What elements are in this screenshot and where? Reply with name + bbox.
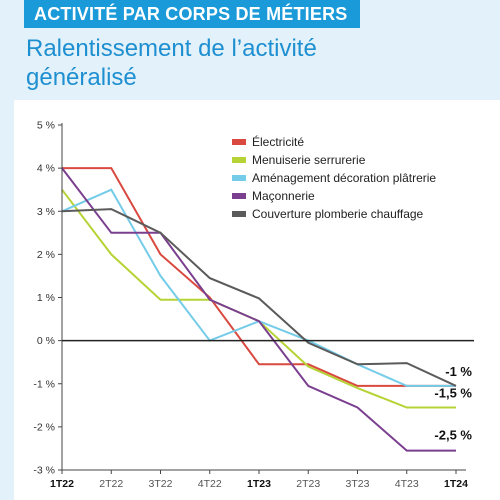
legend-swatch [232, 175, 246, 181]
annotation-label: -2,5 % [434, 427, 472, 442]
y-tick-label: 2 % [37, 249, 55, 261]
y-tick-label: -3 % [33, 465, 55, 477]
page-title: Ralentissement de l’activité généralisé [26, 34, 466, 92]
x-tick-label: 2T23 [296, 478, 320, 490]
series-line [61, 208, 457, 387]
x-axis-ticks: 1T22 2T22 3T22 4T22 1T23 2T23 3T23 4T23 1T24 [50, 470, 468, 490]
x-tick-label: 4T23 [395, 478, 419, 490]
chart-panel [14, 100, 500, 500]
legend-label: Couverture plomberie chauffage [252, 207, 424, 221]
x-tick-label: 2T22 [99, 478, 123, 490]
annotation-label: -1 % [445, 364, 472, 379]
y-tick-label: 1 % [37, 292, 55, 304]
y-tick-label: 0 % [37, 335, 55, 347]
legend-swatch [232, 193, 246, 199]
y-tick-label: -2 % [33, 421, 55, 433]
legend-label: Aménagement décoration plâtrerie [252, 171, 436, 185]
title-line-1: Ralentissement de l’activité [26, 35, 317, 62]
legend-label: Électricité [252, 134, 304, 149]
legend-swatch [232, 139, 246, 145]
legend-swatch [232, 157, 246, 163]
y-tick-label: 5 % [37, 120, 55, 132]
y-axis-ticks: 5 % 4 % 3 % 2 % 1 % 0 % -1 % -2 % -3 % [33, 120, 62, 477]
series-line [62, 167, 456, 387]
y-tick-label: -1 % [33, 378, 55, 390]
x-tick-label: 1T23 [247, 478, 271, 490]
x-tick-label: 1T24 [444, 478, 468, 490]
title-line-2: généralisé [26, 64, 137, 91]
x-tick-label: 1T22 [50, 478, 74, 490]
annotation-label: -1,5 % [434, 385, 472, 400]
x-tick-label: 4T22 [198, 478, 222, 490]
end-annotations: -1 % -1,5 % -2,5 % [434, 364, 472, 443]
legend-label: Menuiserie serrurerie [252, 153, 366, 167]
section-banner: ACTIVITÉ PAR CORPS DE MÉTIERS [24, 0, 360, 28]
series-lines [61, 167, 457, 452]
legend: Électricité Menuiserie serrurerie Aménagem… [232, 134, 436, 221]
legend-label: Maçonnerie [252, 189, 315, 203]
x-tick-label: 3T22 [149, 478, 173, 490]
legend-swatch [232, 211, 246, 217]
y-tick-label: 3 % [37, 206, 55, 218]
y-tick-label: 4 % [37, 163, 55, 175]
x-tick-label: 3T23 [346, 478, 370, 490]
series-line [61, 167, 456, 452]
